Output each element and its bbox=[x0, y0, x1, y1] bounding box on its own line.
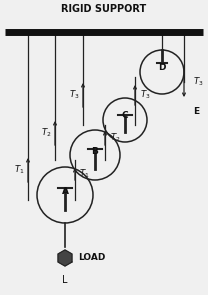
Polygon shape bbox=[58, 250, 72, 266]
Text: $T_3$: $T_3$ bbox=[69, 89, 79, 101]
Text: $T_2$: $T_2$ bbox=[110, 132, 120, 144]
Text: B: B bbox=[92, 147, 98, 155]
Text: $T_1$: $T_1$ bbox=[79, 168, 89, 180]
Text: $T_1$: $T_1$ bbox=[14, 164, 24, 176]
Text: RIGID SUPPORT: RIGID SUPPORT bbox=[61, 4, 147, 14]
Text: $T_3$: $T_3$ bbox=[140, 89, 150, 101]
Text: C: C bbox=[122, 112, 128, 120]
Text: E: E bbox=[193, 107, 199, 117]
Text: LOAD: LOAD bbox=[78, 253, 105, 263]
Text: $T_3$: $T_3$ bbox=[193, 76, 204, 88]
Text: $T_2$: $T_2$ bbox=[41, 127, 51, 139]
Text: A: A bbox=[62, 186, 68, 196]
Text: L: L bbox=[62, 275, 68, 285]
Text: D: D bbox=[158, 63, 166, 73]
